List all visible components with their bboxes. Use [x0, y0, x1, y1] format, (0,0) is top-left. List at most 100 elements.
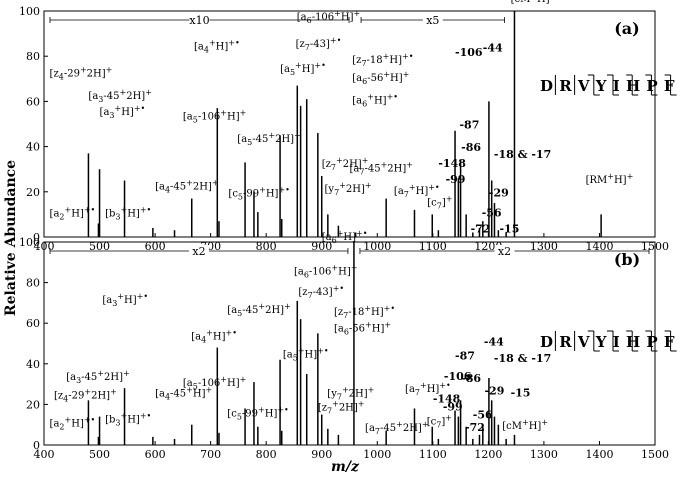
peak-label: [z7-43]+•	[298, 284, 344, 300]
peak-label: [a5+H]+•	[283, 347, 329, 363]
y-tick-label: 80	[26, 50, 40, 63]
panel-label: (a)	[614, 19, 640, 38]
panel-label: (b)	[614, 250, 640, 269]
peak-label: [y7+2H]+	[325, 181, 372, 197]
peak-label: -148	[433, 392, 461, 405]
x-tick-label: 1400	[585, 448, 613, 461]
peak-label: [z7-18+H]+•	[334, 304, 395, 320]
sequence-text: D R V Y I H P F	[540, 77, 675, 95]
peak-label: [a6-56+H]+	[334, 320, 391, 336]
peak-label: [z7+2H]+	[318, 399, 365, 415]
magnification-label-bg	[494, 245, 515, 257]
peak-label: [z4-29+2H]+	[50, 66, 113, 82]
x-tick-label: 500	[89, 240, 110, 253]
x-tick-label: 1100	[419, 448, 447, 461]
plot-frame	[43, 10, 656, 238]
peak-label: -106	[444, 370, 472, 383]
peak-label: [a7+H]+•	[394, 183, 440, 199]
peak-label: [a4-45+2H]+	[155, 179, 218, 195]
peak-label: -56	[473, 409, 493, 422]
x-tick-label: 1100	[419, 240, 447, 253]
peak-label: [a5-45+2H]+	[227, 302, 290, 318]
peak-label: [a3+H]+•	[100, 104, 146, 120]
peak-label: -15	[511, 386, 531, 399]
peak-label: -72	[465, 421, 485, 434]
peak-label: [y7+2H]+	[327, 385, 374, 401]
peak-label: [a6+H]+•	[352, 93, 398, 109]
peak-label: -87	[459, 119, 479, 132]
peak-label: [b3+H]+•	[105, 412, 151, 428]
peak-label: [c7]+	[427, 194, 452, 210]
x-tick-label: 1400	[585, 240, 613, 253]
magnification-label-bg	[189, 14, 210, 26]
peak-label: [a5-45+2H]+	[237, 131, 300, 147]
peak-label: -87	[455, 350, 475, 363]
peak-label: [a5-106+H]+	[183, 375, 246, 391]
peak-label: -29	[489, 186, 509, 199]
peak-label: [b3+H]+•	[105, 206, 151, 222]
peak-label: -56	[482, 207, 502, 220]
x-tick-label: 800	[256, 240, 277, 253]
y-axis-label: Relative Abundance	[3, 160, 19, 316]
x-axis-label: m/z	[331, 459, 360, 475]
panel-a: 400 500 600 700 800 900 1000 1100 1200 1300 1400 15…	[19, 0, 677, 253]
peak-label: [a6-106+H]+	[294, 263, 357, 279]
x-tick-label: 900	[311, 240, 332, 253]
peak-label: [a7-45+2H]+	[365, 420, 428, 436]
peak-label: -99	[446, 173, 466, 186]
magnification-label: x5	[426, 14, 439, 27]
x-tick-label: 700	[200, 448, 221, 461]
y-tick-label: 0	[33, 231, 40, 244]
panel-b: 400 500 600 700 800 900 1000 1100 1200 1300 1400 15…	[19, 229, 677, 461]
peak-label: -72	[471, 222, 491, 235]
peak-label: [z7-43]+•	[296, 36, 342, 52]
magnification-label: x10	[189, 14, 209, 27]
peak-label: [c5-99+H]+•	[228, 185, 289, 201]
peak-label: [a6-56+H]+	[352, 70, 409, 86]
y-tick-label: 40	[26, 358, 40, 371]
peak-label: [a2+H]+•	[50, 206, 96, 222]
y-tick-label: 20	[26, 186, 40, 199]
x-tick-label: 600	[145, 240, 166, 253]
peak-label: [a3+H]+•	[102, 292, 148, 308]
peak-label: [cM+H]+	[511, 0, 557, 5]
peak-label: [a7+H]+•	[405, 381, 451, 397]
x-tick-label: 500	[89, 448, 110, 461]
peak-label: [RM+H]+	[586, 172, 634, 186]
peak-label: [c7]+	[427, 414, 452, 430]
y-tick-label: 0	[33, 439, 40, 452]
magnification-label: x2	[498, 245, 511, 258]
peak-label: [z7+2H]+	[322, 156, 369, 172]
peak-label: -99	[443, 400, 463, 413]
peak-label: -18 & -17	[494, 148, 551, 161]
x-tick-label: 600	[145, 448, 166, 461]
peak-label: [a6-106+H]+	[297, 9, 360, 25]
peak-label: [a3-45+2H]+	[66, 369, 129, 385]
y-tick-label: 100	[19, 5, 40, 18]
magnification-label-bg	[422, 14, 443, 26]
peak-label: [a4+H]+•	[191, 328, 237, 344]
peak-label: [a4+H]+•	[194, 38, 240, 54]
y-tick-label: 60	[26, 317, 40, 330]
plot-frame	[43, 241, 656, 446]
peak-label: [a6+H]+•	[322, 229, 368, 245]
peak-label: -44	[483, 42, 503, 55]
x-tick-label: 400	[34, 448, 55, 461]
peak-label: [c5-99+H]+•	[227, 406, 288, 422]
peak-label: [z4-29+2H]+	[54, 387, 117, 403]
peak-label: [a4-45+H]+	[155, 385, 212, 401]
peak-label: -86	[461, 372, 481, 385]
y-tick-label: 60	[26, 95, 40, 108]
peak-label: [a3-45+2H]+	[88, 88, 151, 104]
x-tick-label: 1500	[641, 448, 669, 461]
peak-label: -15	[499, 222, 519, 235]
peak-label: [a5-106+H]+	[183, 108, 246, 124]
peak-label: -18 & -17	[494, 352, 551, 365]
x-tick-label: 1300	[530, 240, 558, 253]
x-tick-label: 900	[311, 448, 332, 461]
x-tick-label: 1200	[474, 448, 502, 461]
peak-label: -148	[438, 157, 466, 170]
sequence-text: D R V Y I H P F	[540, 333, 675, 351]
x-tick-label: 1000	[363, 448, 391, 461]
